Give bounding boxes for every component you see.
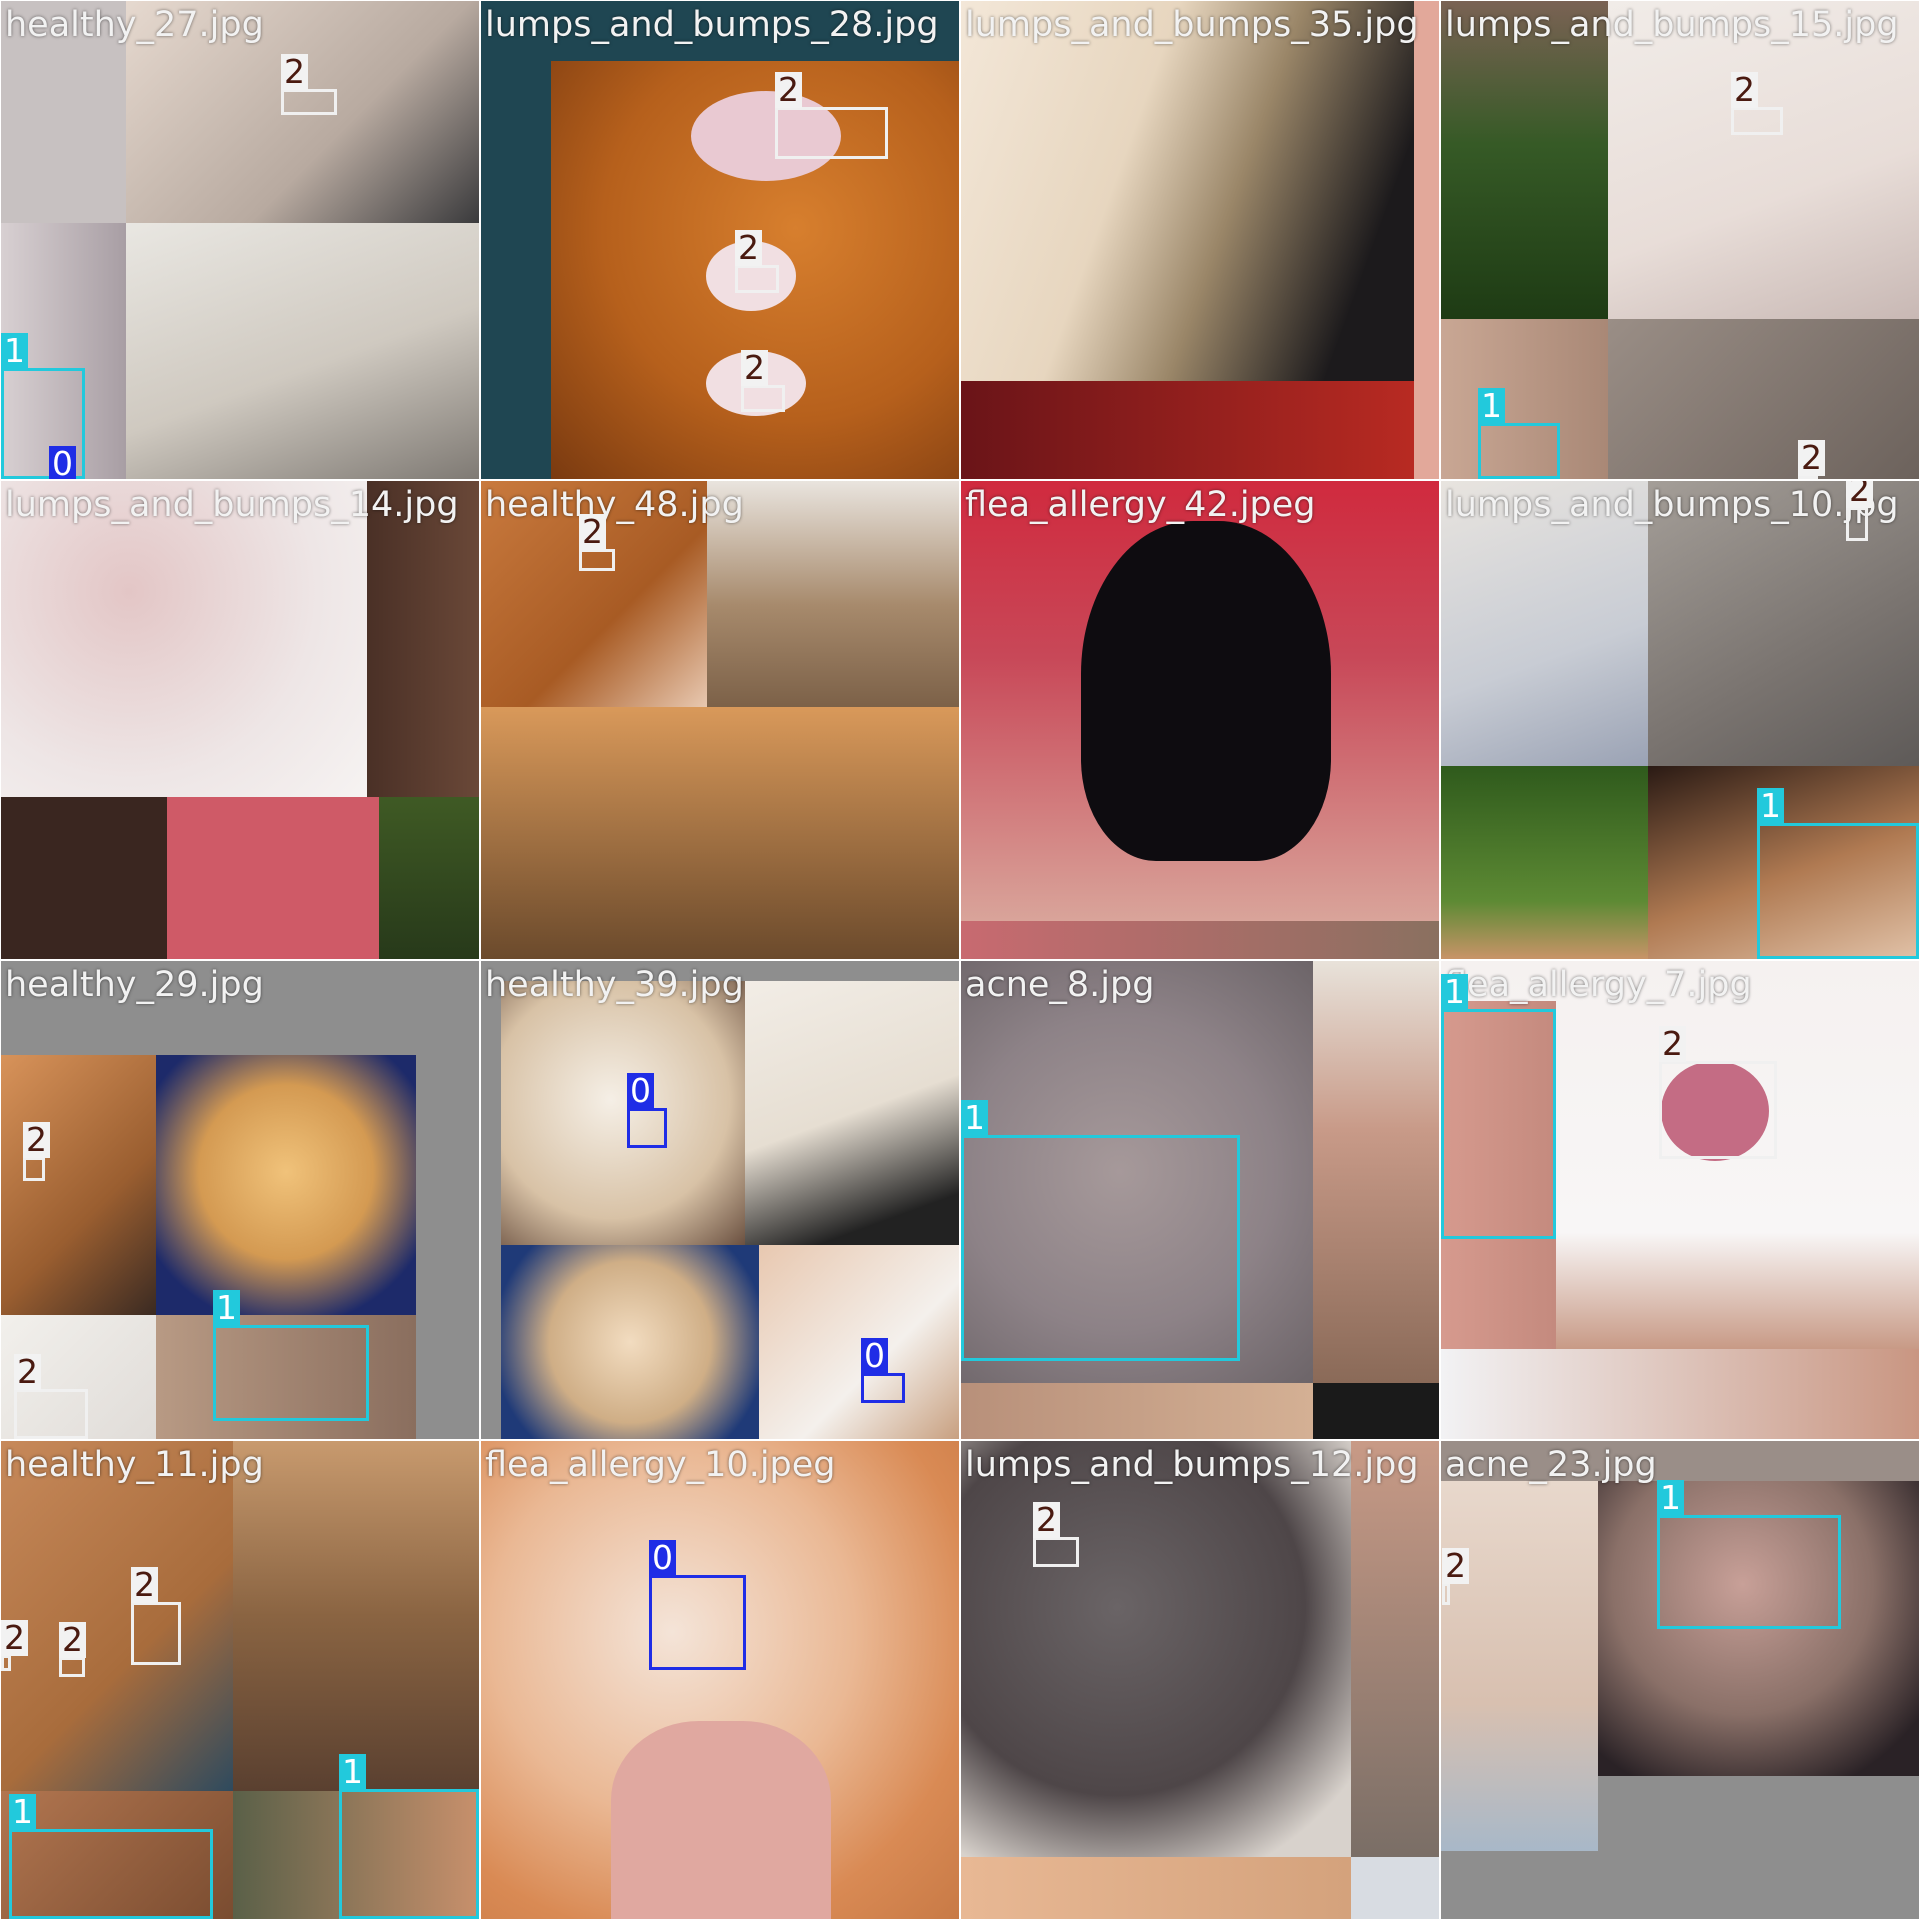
- bbox-label: 0: [627, 1073, 654, 1109]
- bbox-class-2: 2: [23, 1122, 50, 1181]
- bbox-class-1: 1: [961, 1100, 1240, 1361]
- tile-filename: flea_allergy_10.jpeg: [485, 1445, 836, 1485]
- tile-filename: lumps_and_bumps_28.jpg: [485, 5, 939, 45]
- bbox-class-0: 0: [861, 1338, 905, 1403]
- tile-filename: healthy_11.jpg: [5, 1445, 264, 1485]
- bbox-label: 2: [1846, 481, 1873, 508]
- tile-5: lumps_and_bumps_14.jpg: [1, 481, 479, 959]
- bbox-class-2: 2: [1798, 440, 1825, 479]
- bbox-label: 2: [131, 1567, 158, 1603]
- bbox-label: 2: [1798, 440, 1825, 476]
- bbox-label: 1: [1, 333, 28, 369]
- bbox-label: 2: [59, 1622, 86, 1658]
- bbox-label: 2: [1033, 1502, 1060, 1538]
- bbox-label: 1: [339, 1754, 366, 1790]
- bbox-label: 2: [1, 1620, 28, 1656]
- tile-2: lumps_and_bumps_28.jpg 2 2 2: [481, 1, 959, 479]
- tile-11: acne_8.jpg 1: [961, 961, 1439, 1439]
- bbox-class-2: 2: [735, 230, 779, 293]
- bbox-class-2: 2: [741, 350, 785, 412]
- bbox-class-0: 0: [649, 1540, 746, 1670]
- tile-12: flea_allergy_7.jpg 1 2: [1441, 961, 1919, 1439]
- bbox-label: 2: [579, 514, 606, 550]
- bbox-label: 2: [1442, 1548, 1469, 1584]
- bbox-label: 2: [1731, 72, 1758, 108]
- bbox-class-0: 0: [627, 1073, 667, 1148]
- bbox-label: 2: [735, 230, 762, 266]
- bbox-class-1: 1: [1478, 388, 1560, 479]
- tile-filename: lumps_and_bumps_12.jpg: [965, 1445, 1419, 1485]
- bbox-label: 2: [281, 54, 308, 90]
- tile-filename: healthy_27.jpg: [5, 5, 264, 45]
- bbox-label: 2: [775, 72, 802, 108]
- tile-filename: flea_allergy_42.jpeg: [965, 485, 1316, 525]
- bbox-label: 1: [1657, 1480, 1684, 1516]
- tile-6: healthy_48.jpg 2: [481, 481, 959, 959]
- bbox-class-2: 2: [1, 1620, 28, 1671]
- bbox-class-1: 1: [1757, 788, 1919, 959]
- bbox-label: 1: [961, 1100, 988, 1136]
- bbox-label: 1: [1441, 974, 1468, 1010]
- tile-13: healthy_11.jpg 2 2 2 1 1: [1, 1441, 479, 1919]
- tile-15: lumps_and_bumps_12.jpg 2: [961, 1441, 1439, 1919]
- tile-3: lumps_and_bumps_35.jpg: [961, 1, 1439, 479]
- bbox-class-2: 2: [1659, 1026, 1777, 1159]
- bbox-label: 1: [1757, 788, 1784, 824]
- tile-8: lumps_and_bumps_10.jpg 2 1: [1441, 481, 1919, 959]
- bbox-label: 2: [1659, 1026, 1686, 1062]
- bbox-class-2: 2: [775, 72, 888, 159]
- bbox-class-2: 2: [131, 1567, 181, 1665]
- tile-filename: healthy_48.jpg: [485, 485, 744, 525]
- bbox-label: 0: [649, 1540, 676, 1576]
- tile-filename: healthy_29.jpg: [5, 965, 264, 1005]
- tile-9: healthy_29.jpg 2 2 1: [1, 961, 479, 1439]
- bbox-label: 1: [9, 1794, 36, 1830]
- bbox-label: 0: [49, 446, 76, 479]
- bbox-class-2: 2: [1731, 72, 1783, 135]
- tile-16: acne_23.jpg 2 1: [1441, 1441, 1919, 1919]
- bbox-class-1: 1: [1441, 974, 1556, 1239]
- bbox-class-2: 2: [1846, 481, 1873, 541]
- tile-7: flea_allergy_42.jpeg: [961, 481, 1439, 959]
- bbox-class-2: 2: [281, 54, 337, 115]
- tile-filename: flea_allergy_7.jpg: [1445, 965, 1752, 1005]
- bbox-class-2: 2: [1033, 1502, 1079, 1567]
- bbox-class-2: 2: [59, 1622, 86, 1677]
- tile-filename: acne_23.jpg: [1445, 1445, 1657, 1485]
- tile-filename: lumps_and_bumps_10.jpg: [1445, 485, 1899, 525]
- bbox-label: 2: [741, 350, 768, 386]
- tile-filename: lumps_and_bumps_15.jpg: [1445, 5, 1899, 45]
- tile-1: healthy_27.jpg 2 1 0: [1, 1, 479, 479]
- tile-filename: lumps_and_bumps_14.jpg: [5, 485, 459, 525]
- tile-filename: healthy_39.jpg: [485, 965, 744, 1005]
- tile-14: flea_allergy_10.jpeg 0: [481, 1441, 959, 1919]
- tile-filename: lumps_and_bumps_35.jpg: [965, 5, 1419, 45]
- tile-4: lumps_and_bumps_15.jpg 2 1 2: [1441, 1, 1919, 479]
- bbox-class-1: 1: [1, 333, 85, 479]
- bbox-class-2: 2: [579, 514, 615, 571]
- bbox-class-1: 1: [9, 1794, 213, 1919]
- tile-10: healthy_39.jpg 0 0: [481, 961, 959, 1439]
- bbox-label: 2: [14, 1354, 41, 1390]
- bbox-class-1: 1: [1657, 1480, 1841, 1629]
- bbox-label: 1: [213, 1290, 240, 1326]
- bbox-class-2: 2: [1442, 1548, 1469, 1605]
- bbox-label: 1: [1478, 388, 1505, 424]
- bbox-class-1: 1: [213, 1290, 369, 1421]
- bbox-label: 2: [23, 1122, 50, 1158]
- bbox-class-1: 1: [339, 1754, 479, 1919]
- bbox-class-2: 2: [14, 1354, 88, 1439]
- bbox-label: 0: [861, 1338, 888, 1374]
- tile-filename: acne_8.jpg: [965, 965, 1155, 1005]
